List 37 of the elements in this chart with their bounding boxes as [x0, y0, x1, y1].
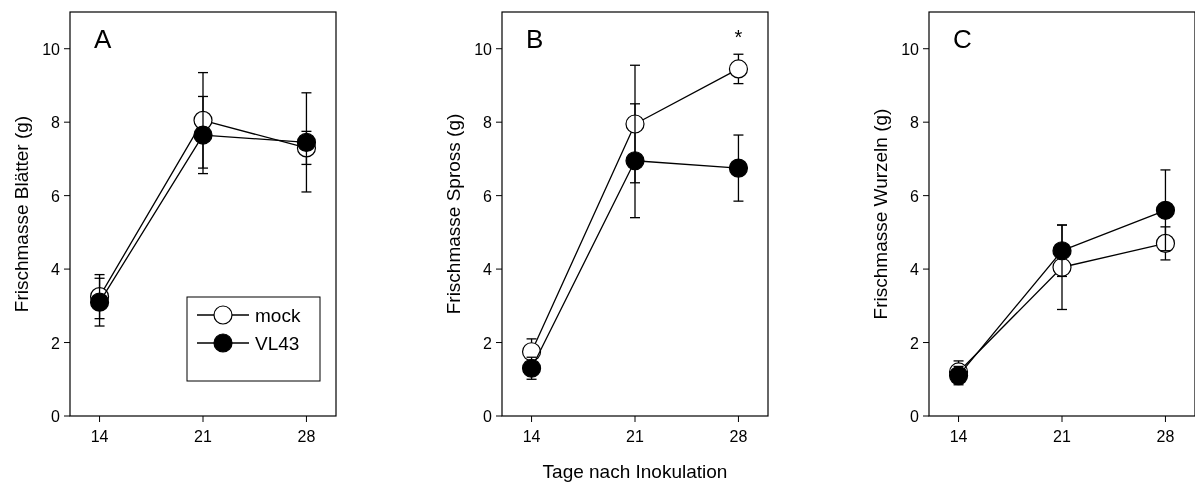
y-tick-label: 10 — [474, 40, 493, 58]
x-tick-label: 28 — [1156, 428, 1175, 445]
y-tick-label: 8 — [483, 114, 493, 132]
x-tick-label: 14 — [522, 428, 541, 445]
text: B — [526, 24, 544, 54]
y-tick-label: 10 — [901, 40, 920, 58]
y-tick-label: 6 — [51, 187, 61, 205]
y-tick-label: 10 — [42, 40, 61, 58]
y-tick-label: 0 — [910, 408, 920, 425]
y-axis-title: Frischmasse Spross (g) — [443, 113, 464, 315]
y-tick-label: 2 — [910, 334, 920, 352]
text: C — [953, 24, 972, 54]
x-tick-label: 14 — [90, 428, 109, 445]
y-tick-label: 4 — [483, 261, 493, 279]
y-tick-label: 2 — [483, 334, 493, 352]
y-axis-title: Frischmasse Wurzeln (g) — [870, 108, 891, 320]
annotation: * — [734, 26, 743, 48]
x-tick-label: 21 — [194, 428, 212, 445]
y-tick-label: 6 — [483, 187, 493, 205]
y-tick-label: 4 — [910, 261, 920, 279]
x-tick-label: 14 — [949, 428, 968, 445]
y-tick-label: 0 — [51, 408, 61, 425]
x-tick-label: 21 — [626, 428, 644, 445]
text: A — [94, 24, 112, 54]
y-axis-title: Frischmasse Blätter (g) — [11, 115, 32, 313]
legend-label: mock — [255, 305, 301, 326]
x-axis-title: Tage nach Inokulation — [542, 461, 728, 482]
y-tick-label: 6 — [910, 187, 920, 205]
x-tick-label: 28 — [297, 428, 316, 445]
y-tick-label: 0 — [483, 408, 493, 425]
x-tick-label: 21 — [1053, 428, 1071, 445]
y-tick-label: 8 — [51, 114, 61, 132]
y-tick-label: 4 — [51, 261, 61, 279]
x-tick-label: 28 — [729, 428, 748, 445]
legend-label: VL43 — [255, 333, 300, 354]
y-tick-label: 2 — [51, 334, 61, 352]
y-tick-label: 8 — [910, 114, 920, 132]
